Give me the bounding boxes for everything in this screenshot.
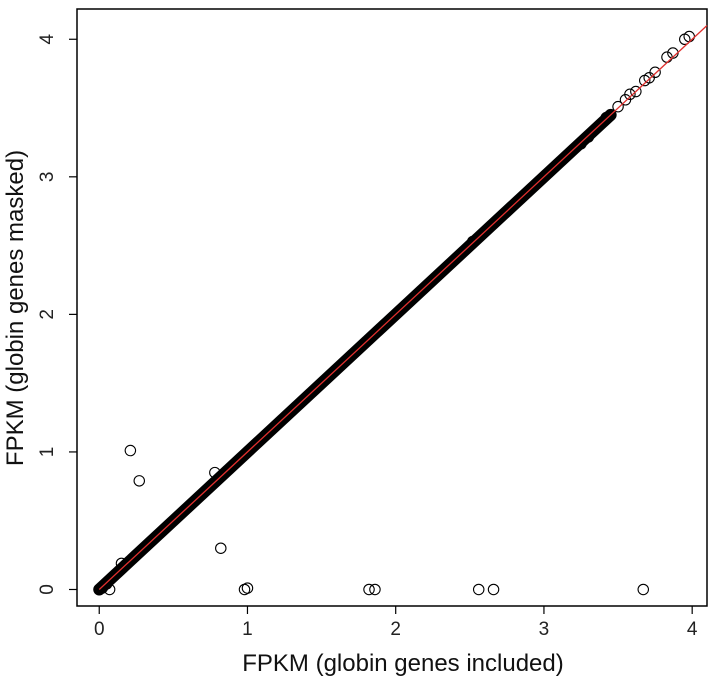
x-tick-label: 4 — [687, 619, 698, 640]
y-tick-label: 3 — [37, 172, 58, 183]
data-point — [241, 582, 254, 594]
reference-line — [98, 25, 708, 590]
x-tick-label: 1 — [242, 619, 253, 640]
data-point — [487, 583, 500, 596]
data-point — [630, 85, 642, 98]
data-point — [467, 235, 479, 248]
data-point — [612, 100, 624, 113]
data-point — [103, 583, 116, 596]
data-point — [472, 583, 485, 596]
data-point — [215, 542, 227, 554]
x-axis: 0 1 2 3 4 — [94, 606, 698, 640]
data-point — [637, 583, 650, 596]
data-point — [582, 131, 595, 143]
data-point — [363, 583, 375, 596]
data-point — [590, 122, 602, 135]
plot-frame — [76, 8, 708, 607]
data-point — [105, 572, 117, 585]
data-point — [649, 66, 661, 79]
data-point — [133, 475, 146, 487]
y-tick-label: 2 — [37, 309, 58, 320]
x-axis-title: FPKM (globin genes included) — [242, 650, 564, 677]
data-point — [624, 88, 636, 101]
data-point — [600, 111, 612, 124]
x-tick-label: 2 — [390, 619, 401, 640]
data-point — [567, 143, 580, 156]
y-tick-label: 1 — [37, 447, 58, 458]
y-axis-title: FPKM (globin genes masked) — [2, 150, 29, 466]
data-point — [575, 138, 587, 150]
data-point — [209, 466, 221, 479]
data-point — [96, 582, 108, 594]
x-tick-label: 0 — [94, 619, 105, 640]
x-tick-label: 3 — [539, 619, 550, 640]
y-tick-label: 4 — [37, 34, 58, 45]
y-tick-label: 0 — [37, 584, 58, 595]
y-axis: 0 1 2 3 4 — [37, 34, 77, 595]
data-point — [369, 583, 381, 596]
data-point — [124, 444, 137, 457]
